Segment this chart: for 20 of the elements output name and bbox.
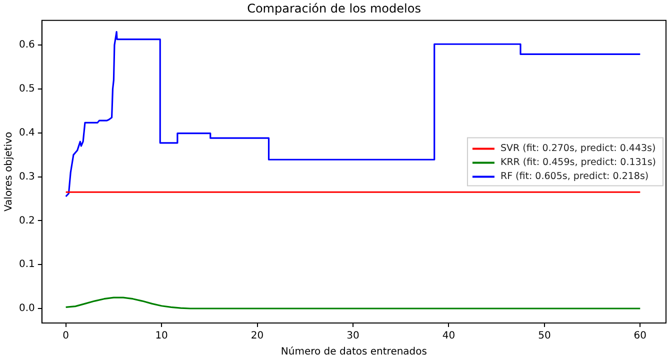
x-tick-label: 20 bbox=[250, 330, 264, 342]
x-tick-label: 30 bbox=[346, 330, 360, 342]
x-axis-title: Número de datos entrenados bbox=[280, 346, 427, 358]
y-tick-label: 0.0 bbox=[18, 303, 35, 314]
chart-title: Comparación de los modelos bbox=[247, 1, 421, 16]
x-tick-label: 40 bbox=[442, 330, 456, 342]
legend-label: RF (fit: 0.605s, predict: 0.218s) bbox=[500, 171, 649, 182]
x-tick-label: 50 bbox=[538, 330, 551, 342]
legend-label: SVR (fit: 0.270s, predict: 0.443s) bbox=[500, 143, 656, 154]
x-tick-label: 0 bbox=[62, 330, 70, 342]
y-tick-label: 0.3 bbox=[18, 171, 35, 182]
x-tick-label: 10 bbox=[155, 330, 168, 342]
y-tick-label: 0.4 bbox=[18, 127, 35, 138]
legend-label: KRR (fit: 0.459s, predict: 0.131s) bbox=[500, 157, 656, 168]
y-tick-label: 0.5 bbox=[18, 84, 35, 95]
y-tick-label: 0.1 bbox=[18, 259, 35, 270]
x-tick-label: 60 bbox=[634, 330, 647, 342]
y-tick-label: 0.6 bbox=[18, 40, 35, 51]
y-tick-label: 0.2 bbox=[18, 215, 35, 226]
y-axis-title: Valores objetivo bbox=[4, 132, 15, 212]
